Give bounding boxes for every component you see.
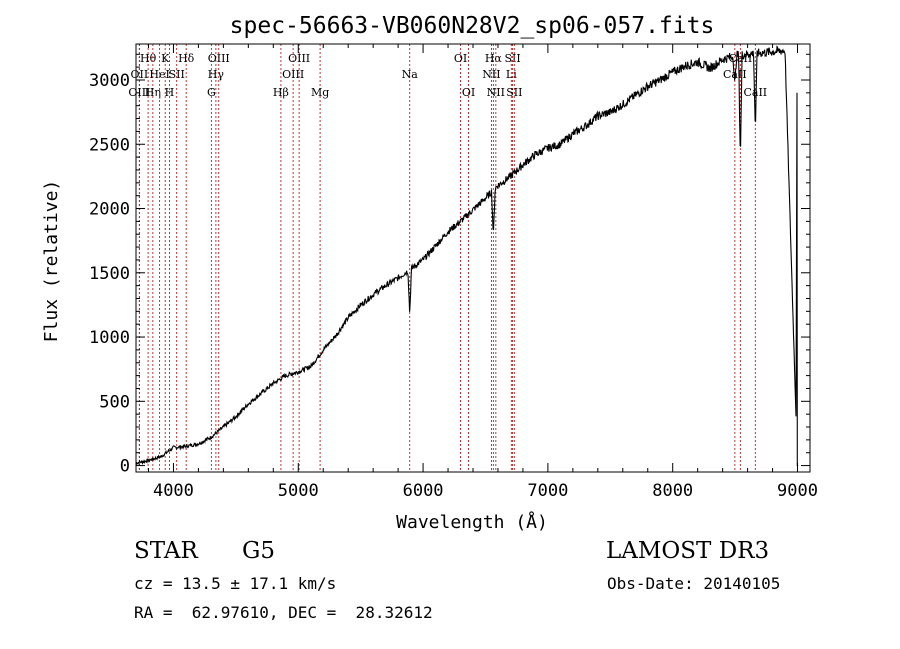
x-tick-label: 8000 bbox=[652, 481, 693, 501]
line-label-Mg: Mg bbox=[311, 86, 329, 99]
line-label-NII: NII bbox=[482, 68, 500, 81]
line-label-OIII: OIII bbox=[282, 68, 304, 81]
y-tick-label: 2500 bbox=[89, 135, 130, 155]
line-label-OIII: OIII bbox=[288, 52, 310, 65]
x-tick-label: 9000 bbox=[777, 481, 818, 501]
redshift-readout: cz = 13.5 ± 17.1 km/s bbox=[134, 574, 337, 593]
line-label-CaII: CaII bbox=[743, 86, 767, 99]
line-label-Hγ: Hγ bbox=[208, 68, 225, 81]
y-tick-label: 3000 bbox=[89, 71, 130, 91]
spectrum-chart: spec-56663-VB060N28V2_sp06-057.fits Hθ OI… bbox=[41, 13, 818, 533]
axis-ticks: 4000 5000 6000 7000 8000 9000 0 500 1000 1500 2000… bbox=[89, 44, 818, 501]
x-tick-label: 6000 bbox=[403, 481, 444, 501]
emission-line-markers: HθOIIOIIIHηHeIKHSIIHδGHγOIIIHβOIIIOIIIMg… bbox=[128, 44, 767, 472]
y-tick-label: 0 bbox=[120, 457, 130, 477]
survey-name: LAMOST DR3 bbox=[606, 538, 770, 564]
y-tick-label: 500 bbox=[99, 392, 130, 412]
line-label-Hα: Hα bbox=[485, 52, 503, 65]
object-subclass: G5 bbox=[242, 538, 276, 564]
line-label-NII: NII bbox=[487, 86, 505, 99]
line-label-Hδ: Hδ bbox=[178, 52, 195, 65]
line-label-Hη: Hη bbox=[145, 86, 161, 99]
line-label-OII: OII bbox=[131, 68, 149, 81]
object-class: STAR bbox=[134, 538, 198, 564]
y-tick-label: 1000 bbox=[89, 328, 130, 348]
y-axis-label: Flux (relative) bbox=[41, 180, 62, 343]
x-tick-label: 7000 bbox=[527, 481, 568, 501]
line-label-G: G bbox=[207, 86, 216, 99]
x-tick-label: 4000 bbox=[153, 481, 194, 501]
line-label-K: K bbox=[161, 52, 170, 65]
observation-date: Obs-Date: 20140105 bbox=[607, 574, 781, 593]
coordinates-readout: RA = 62.97610, DEC = 28.32612 bbox=[134, 603, 433, 622]
line-label-Hθ: Hθ bbox=[140, 52, 157, 65]
line-label-SII: SII bbox=[504, 52, 520, 65]
spectrum-line bbox=[135, 45, 799, 467]
chart-title: spec-56663-VB060N28V2_sp06-057.fits bbox=[230, 13, 715, 39]
x-axis-label: Wavelength (Å) bbox=[396, 511, 548, 533]
plot-frame bbox=[135, 43, 811, 473]
line-label-OI: OI bbox=[454, 52, 467, 65]
line-label-OIII: OIII bbox=[208, 52, 230, 65]
line-label-Na: Na bbox=[402, 68, 419, 81]
line-label-Hβ: Hβ bbox=[273, 86, 289, 99]
line-label-HeI: HeI bbox=[149, 68, 169, 81]
x-tick-label: 5000 bbox=[278, 481, 319, 501]
line-label-SII: SII bbox=[506, 86, 522, 99]
y-tick-label: 2000 bbox=[89, 200, 130, 220]
line-label-Li: Li bbox=[506, 68, 517, 81]
y-tick-label: 1500 bbox=[89, 264, 130, 284]
line-label-H: H bbox=[165, 86, 175, 99]
line-label-SII: SII bbox=[169, 68, 185, 81]
line-label-OI: OI bbox=[462, 86, 475, 99]
